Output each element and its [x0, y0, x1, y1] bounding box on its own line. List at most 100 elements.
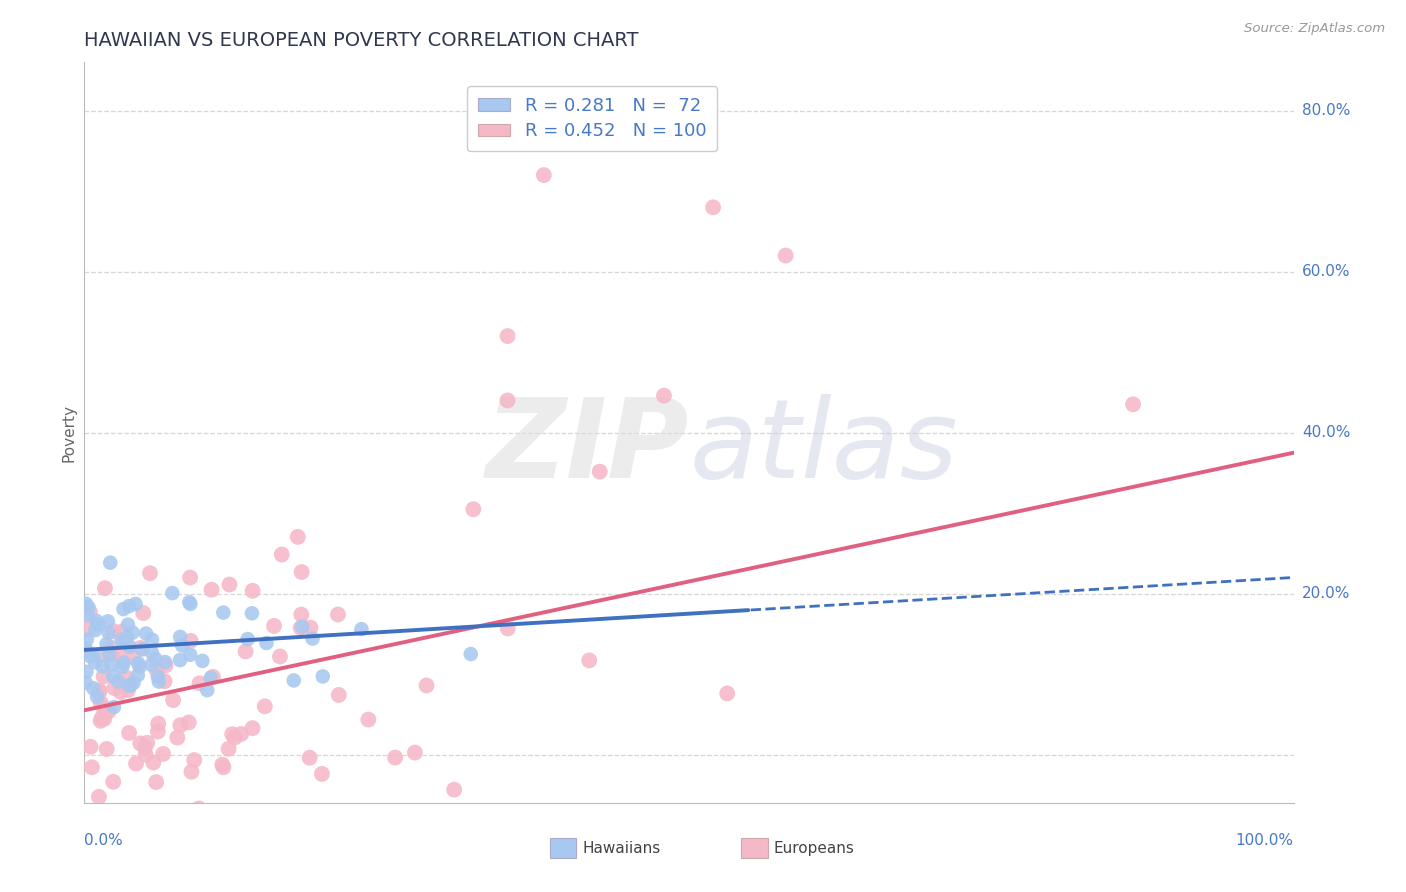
Point [94, 581, 117, 595]
Point [172, 639, 194, 653]
Point [269, 649, 291, 664]
Point [87, 617, 110, 632]
Point [110, 685, 132, 699]
Point [496, 393, 519, 408]
Point [91, 659, 114, 673]
Point [253, 699, 276, 714]
Point [218, 577, 240, 591]
Point [118, 599, 141, 613]
Point [169, 630, 191, 644]
Point [127, 668, 149, 682]
Point [148, 716, 170, 731]
Point [89, 685, 111, 699]
Point [93, 669, 115, 683]
Point [775, 249, 797, 263]
Point [298, 750, 321, 764]
Point [93, 700, 115, 714]
Point [115, 631, 138, 645]
Point [90, 711, 112, 725]
Point [221, 727, 243, 741]
Point [87, 789, 110, 804]
Point [93, 712, 115, 726]
Point [75, 675, 97, 690]
Point [86, 690, 108, 704]
Point [496, 622, 519, 636]
Point [141, 646, 163, 660]
Point [97, 615, 120, 629]
Point [100, 657, 122, 672]
Text: 80.0%: 80.0% [1302, 103, 1350, 119]
Point [290, 607, 312, 622]
Point [77, 607, 100, 622]
Point [97, 704, 120, 718]
Point [96, 637, 118, 651]
Point [212, 760, 235, 774]
Point [79, 739, 101, 754]
Point [75, 641, 97, 656]
Point [118, 726, 141, 740]
Point [155, 658, 177, 673]
Point [183, 753, 205, 767]
Point [200, 582, 222, 597]
Point [162, 693, 184, 707]
Point [80, 649, 103, 664]
Point [134, 740, 156, 755]
Point [107, 674, 129, 689]
Point [75, 597, 97, 611]
Point [263, 619, 285, 633]
Point [135, 626, 157, 640]
Point [100, 640, 122, 655]
Point [117, 683, 139, 698]
Point [77, 600, 100, 615]
Point [291, 565, 314, 579]
Point [111, 660, 134, 674]
Point [145, 775, 167, 789]
Point [122, 676, 145, 690]
Text: Source: ZipAtlas.com: Source: ZipAtlas.com [1244, 22, 1385, 36]
Point [231, 727, 253, 741]
Point [235, 644, 257, 658]
Point [191, 654, 214, 668]
Point [166, 731, 188, 745]
Point [177, 715, 200, 730]
Point [496, 329, 519, 343]
Point [384, 750, 406, 764]
Point [112, 656, 135, 670]
Point [82, 648, 104, 662]
Text: HAWAIIAN VS EUROPEAN POVERTY CORRELATION CHART: HAWAIIAN VS EUROPEAN POVERTY CORRELATION… [84, 30, 638, 50]
Point [460, 647, 482, 661]
Point [114, 670, 136, 684]
Point [110, 632, 132, 647]
Point [97, 812, 120, 826]
Point [212, 606, 235, 620]
Point [443, 782, 465, 797]
Point [533, 168, 555, 182]
Point [86, 614, 108, 628]
Point [90, 714, 112, 728]
Point [702, 200, 724, 214]
Point [98, 556, 121, 570]
Point [188, 676, 211, 690]
Point [415, 678, 437, 692]
Point [100, 647, 122, 661]
Point [236, 632, 259, 646]
Point [141, 657, 163, 672]
Point [98, 647, 121, 661]
Point [135, 747, 157, 762]
Point [97, 625, 120, 640]
FancyBboxPatch shape [741, 838, 768, 858]
Point [242, 721, 264, 735]
Text: 0.0%: 0.0% [84, 833, 124, 848]
Point [350, 622, 373, 636]
Point [240, 607, 263, 621]
Point [76, 645, 98, 659]
Point [326, 607, 349, 622]
Point [1122, 397, 1144, 411]
Point [129, 640, 152, 655]
Point [152, 747, 174, 761]
Point [187, 801, 209, 815]
Point [200, 671, 222, 685]
Point [146, 669, 169, 683]
Point [716, 686, 738, 700]
Point [578, 653, 600, 667]
